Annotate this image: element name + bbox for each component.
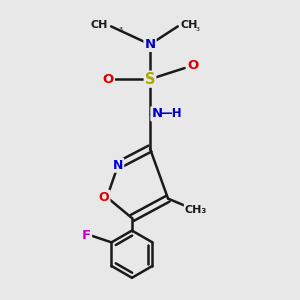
Text: ₃: ₃ bbox=[196, 23, 200, 33]
Text: CH₃: CH₃ bbox=[185, 205, 207, 215]
Text: CH: CH bbox=[91, 20, 108, 30]
Text: O: O bbox=[187, 59, 198, 72]
Text: F: F bbox=[82, 229, 91, 242]
Text: —H: —H bbox=[160, 107, 182, 120]
Text: O: O bbox=[99, 191, 110, 204]
Text: N: N bbox=[144, 38, 156, 51]
Text: S: S bbox=[145, 72, 155, 87]
Text: CH: CH bbox=[181, 20, 198, 30]
Text: N: N bbox=[113, 159, 123, 172]
Text: N: N bbox=[152, 107, 163, 120]
Text: ₃: ₃ bbox=[118, 23, 122, 33]
Text: O: O bbox=[103, 73, 114, 86]
